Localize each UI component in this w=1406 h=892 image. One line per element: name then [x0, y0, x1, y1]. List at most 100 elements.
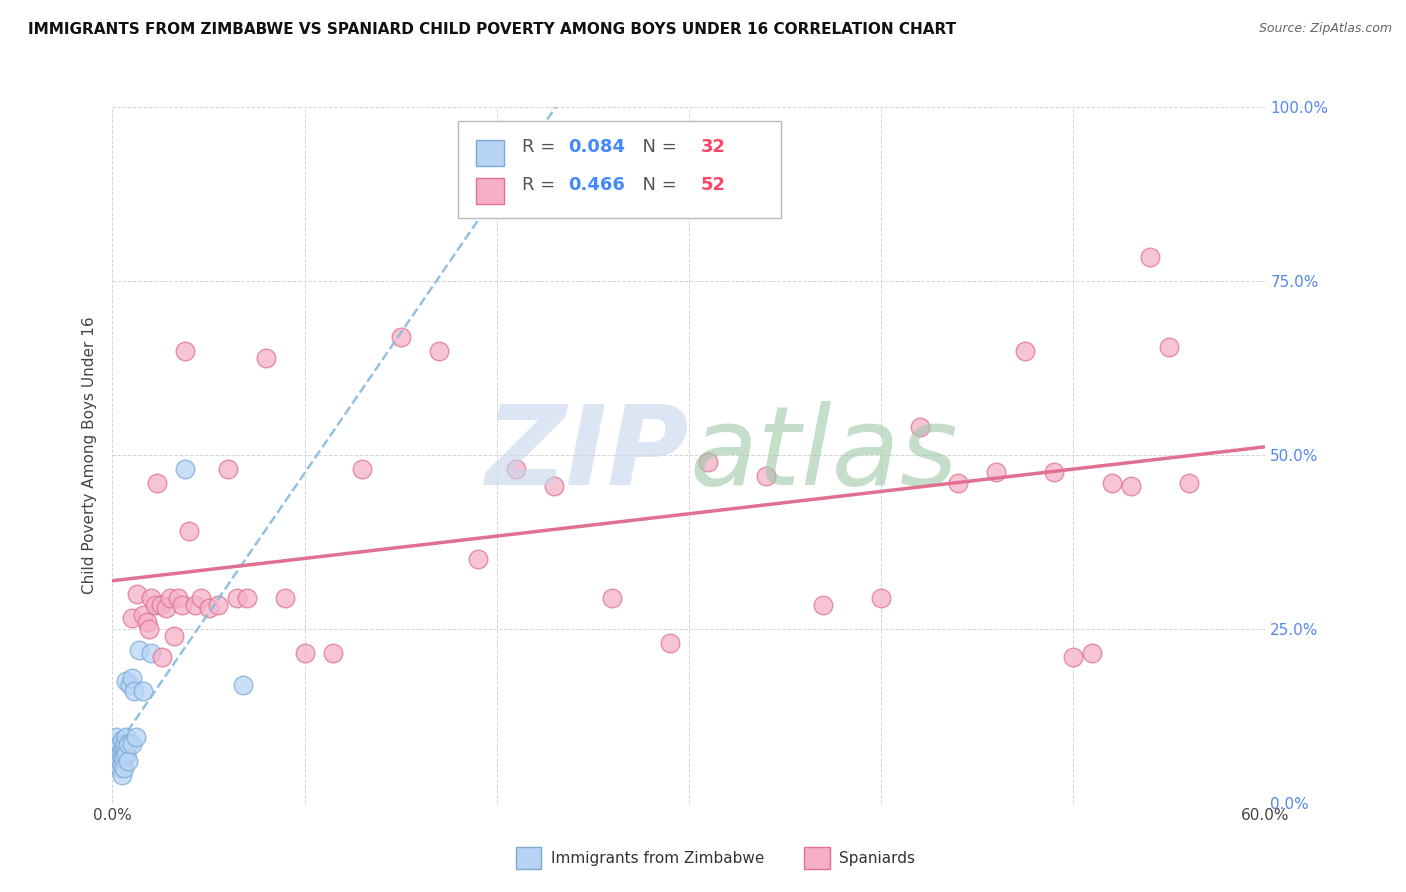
Text: 52: 52: [700, 176, 725, 194]
Point: [232, 677, 254, 691]
Text: 32: 32: [700, 137, 725, 156]
Point: [226, 591, 249, 605]
Point: [124, 730, 146, 744]
Point: [1081, 646, 1104, 660]
Point: [163, 629, 186, 643]
Point: [105, 730, 128, 744]
Point: [108, 737, 131, 751]
Point: [1139, 250, 1161, 264]
Point: [117, 737, 139, 751]
Text: Source: ZipAtlas.com: Source: ZipAtlas.com: [1258, 22, 1392, 36]
Point: [107, 757, 129, 772]
Point: [274, 591, 297, 605]
Point: [118, 677, 141, 691]
Point: [174, 462, 197, 476]
Point: [1043, 466, 1066, 480]
Point: [136, 615, 159, 629]
FancyBboxPatch shape: [475, 140, 505, 166]
Point: [139, 591, 162, 605]
FancyBboxPatch shape: [516, 847, 541, 869]
Text: 0.466: 0.466: [568, 176, 624, 194]
Point: [121, 737, 143, 751]
Point: [870, 591, 893, 605]
Point: [543, 479, 565, 493]
Point: [658, 636, 681, 650]
Point: [111, 750, 134, 764]
Point: [352, 462, 374, 476]
Point: [107, 754, 129, 768]
Point: [132, 684, 155, 698]
Point: [184, 598, 207, 612]
Point: [1062, 649, 1084, 664]
Point: [138, 622, 160, 636]
Point: [170, 598, 193, 612]
Point: [166, 591, 188, 605]
Point: [115, 674, 138, 689]
Point: [908, 420, 931, 434]
Point: [115, 747, 138, 761]
Text: N =: N =: [631, 137, 683, 156]
Point: [108, 747, 131, 761]
Point: [427, 343, 450, 358]
Point: [111, 744, 134, 758]
Point: [190, 591, 212, 605]
Text: N =: N =: [631, 176, 683, 194]
Point: [1014, 343, 1036, 358]
Point: [322, 646, 344, 660]
Point: [115, 730, 138, 744]
Point: [755, 468, 778, 483]
Point: [254, 351, 277, 365]
Point: [1119, 479, 1142, 493]
Point: [467, 552, 489, 566]
Point: [143, 598, 166, 612]
Point: [174, 343, 197, 358]
Point: [179, 524, 201, 539]
FancyBboxPatch shape: [458, 121, 782, 219]
Text: R =: R =: [522, 137, 561, 156]
Point: [697, 455, 720, 469]
Point: [132, 607, 155, 622]
Text: IMMIGRANTS FROM ZIMBABWE VS SPANIARD CHILD POVERTY AMONG BOYS UNDER 16 CORRELATI: IMMIGRANTS FROM ZIMBABWE VS SPANIARD CHI…: [28, 22, 956, 37]
Point: [217, 462, 239, 476]
Point: [108, 754, 131, 768]
Point: [117, 754, 139, 768]
Point: [207, 598, 229, 612]
Point: [145, 475, 167, 490]
Point: [1177, 475, 1199, 490]
Point: [159, 591, 181, 605]
Point: [155, 601, 177, 615]
Point: [127, 587, 149, 601]
FancyBboxPatch shape: [475, 178, 505, 204]
Text: 0.084: 0.084: [568, 137, 624, 156]
Point: [108, 761, 131, 775]
Point: [111, 757, 134, 772]
Point: [1159, 340, 1181, 354]
Text: atlas: atlas: [689, 401, 957, 508]
Point: [197, 601, 219, 615]
Point: [236, 591, 259, 605]
Point: [111, 733, 134, 747]
Point: [946, 475, 969, 490]
FancyBboxPatch shape: [804, 847, 830, 869]
Point: [105, 744, 128, 758]
Point: [121, 611, 143, 625]
Y-axis label: Child Poverty Among Boys Under 16: Child Poverty Among Boys Under 16: [82, 316, 97, 594]
Point: [1101, 475, 1123, 490]
Point: [112, 737, 135, 751]
Point: [121, 671, 143, 685]
Point: [128, 642, 150, 657]
Point: [389, 329, 412, 343]
Point: [294, 646, 316, 660]
Text: Spaniards: Spaniards: [839, 851, 915, 866]
Point: [600, 591, 623, 605]
Point: [986, 466, 1008, 480]
Point: [112, 761, 135, 775]
Point: [107, 750, 129, 764]
Point: [122, 684, 145, 698]
Point: [139, 646, 162, 660]
Point: [813, 598, 835, 612]
Text: Immigrants from Zimbabwe: Immigrants from Zimbabwe: [551, 851, 763, 866]
Point: [152, 649, 174, 664]
Point: [111, 768, 134, 782]
Point: [112, 750, 135, 764]
